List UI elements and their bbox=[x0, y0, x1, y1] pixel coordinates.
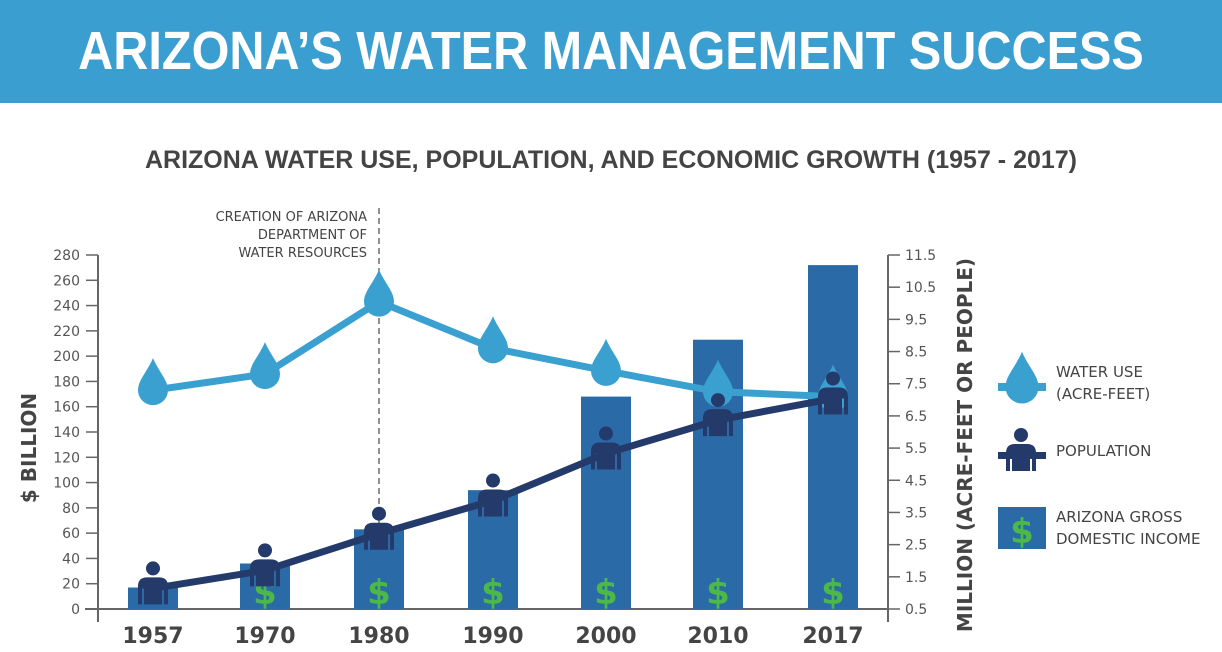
water-drop-marker-2010 bbox=[703, 359, 733, 407]
annotation-text: DEPARTMENT OF bbox=[258, 228, 367, 243]
person-body bbox=[138, 577, 168, 605]
x-tick-label: 1990 bbox=[462, 624, 523, 649]
left-tick-label: 260 bbox=[53, 273, 80, 289]
person-marker-1980 bbox=[364, 506, 394, 550]
bar-2017 bbox=[808, 265, 858, 609]
left-axis-label: $ BILLION bbox=[17, 393, 41, 503]
person-head bbox=[826, 371, 840, 386]
x-tick-label: 1957 bbox=[122, 624, 183, 649]
person-head bbox=[258, 543, 272, 558]
water-drop-marker-1957 bbox=[138, 358, 168, 406]
x-tick-label: 1970 bbox=[234, 624, 295, 649]
dollar-icon: $ bbox=[367, 573, 391, 613]
right-tick-label: 5.5 bbox=[905, 441, 927, 457]
left-tick-label: 220 bbox=[53, 324, 80, 340]
person-marker-1990 bbox=[478, 473, 508, 517]
left-tick-label: 100 bbox=[53, 476, 80, 492]
person-head bbox=[372, 506, 386, 521]
x-tick-label: 2000 bbox=[575, 624, 636, 649]
annotation-text: WATER RESOURCES bbox=[238, 246, 367, 261]
person-marker-1970 bbox=[250, 543, 280, 587]
legend-population-label: POPULATION bbox=[1056, 442, 1151, 460]
person-body bbox=[1006, 444, 1036, 471]
right-tick-label: 6.5 bbox=[905, 409, 927, 425]
right-tick-label: 10.5 bbox=[905, 280, 936, 296]
person-body bbox=[478, 489, 508, 517]
right-tick-label: 8.5 bbox=[905, 345, 927, 361]
left-tick-label: 140 bbox=[53, 425, 80, 441]
water-drop-marker-1970 bbox=[250, 342, 280, 390]
dollar-icon: $ bbox=[594, 573, 618, 613]
left-tick-label: 0 bbox=[71, 602, 80, 618]
annotation-text: CREATION OF ARIZONA bbox=[216, 210, 368, 225]
dollar-icon: $ bbox=[706, 573, 730, 613]
dollar-icon: $ bbox=[821, 573, 845, 613]
right-tick-label: 0.5 bbox=[905, 602, 927, 618]
left-tick-label: 120 bbox=[53, 450, 80, 466]
legend-water-label: WATER USE bbox=[1056, 363, 1143, 381]
left-tick-label: 40 bbox=[62, 551, 80, 567]
right-tick-label: 1.5 bbox=[905, 570, 927, 586]
person-marker-1957 bbox=[138, 561, 168, 605]
person-marker-2000 bbox=[591, 426, 621, 470]
left-tick-label: 80 bbox=[62, 501, 80, 517]
left-tick-label: 160 bbox=[53, 400, 80, 416]
legend-person-icon bbox=[1006, 428, 1036, 471]
legend-dollar-icon: $ bbox=[1010, 512, 1034, 552]
person-marker-2010 bbox=[703, 393, 733, 437]
left-tick-label: 200 bbox=[53, 349, 80, 365]
legend-gdi-label: ARIZONA GROSS bbox=[1056, 508, 1182, 526]
legend-water-drop-icon bbox=[1005, 351, 1039, 404]
left-tick-label: 20 bbox=[62, 577, 80, 593]
x-tick-label: 2010 bbox=[687, 624, 748, 649]
legend-water-label: (ACRE-FEET) bbox=[1056, 385, 1150, 403]
person-head bbox=[711, 393, 725, 408]
banner-title: ARIZONA’S WATER MANAGEMENT SUCCESS bbox=[78, 21, 1144, 81]
person-body bbox=[250, 559, 280, 587]
person-body bbox=[364, 522, 394, 550]
water-drop-marker-1980 bbox=[364, 269, 394, 317]
dollar-icon: $ bbox=[481, 573, 505, 613]
right-tick-label: 7.5 bbox=[905, 377, 927, 393]
right-tick-label: 3.5 bbox=[905, 505, 927, 521]
left-tick-label: 180 bbox=[53, 374, 80, 390]
legend-gdi-swatch bbox=[998, 507, 1046, 549]
right-tick-label: 11.5 bbox=[905, 248, 936, 264]
water-drop-marker-2000 bbox=[591, 338, 621, 386]
chart-title: ARIZONA WATER USE, POPULATION, AND ECONO… bbox=[144, 146, 1078, 174]
person-body bbox=[818, 387, 848, 415]
person-marker-2017 bbox=[818, 371, 848, 415]
right-tick-label: 2.5 bbox=[905, 538, 927, 554]
left-tick-label: 240 bbox=[53, 299, 80, 315]
legend-gdi-label: DOMESTIC INCOME bbox=[1056, 530, 1200, 548]
person-body bbox=[703, 409, 733, 437]
person-head bbox=[486, 473, 500, 488]
person-head bbox=[1014, 428, 1028, 442]
left-tick-label: 280 bbox=[53, 248, 80, 264]
person-body bbox=[591, 442, 621, 470]
left-tick-label: 60 bbox=[62, 526, 80, 542]
person-head bbox=[599, 426, 613, 441]
water-drop-marker-1990 bbox=[478, 316, 508, 364]
x-tick-label: 2017 bbox=[802, 624, 863, 649]
right-tick-label: 9.5 bbox=[905, 312, 927, 328]
right-tick-label: 4.5 bbox=[905, 473, 927, 489]
right-axis-label: MILLION (ACRE-FEET OR PEOPLE) bbox=[953, 258, 977, 632]
person-head bbox=[146, 561, 160, 576]
banner: ARIZONA’S WATER MANAGEMENT SUCCESS bbox=[0, 0, 1222, 103]
x-tick-label: 1980 bbox=[348, 624, 409, 649]
